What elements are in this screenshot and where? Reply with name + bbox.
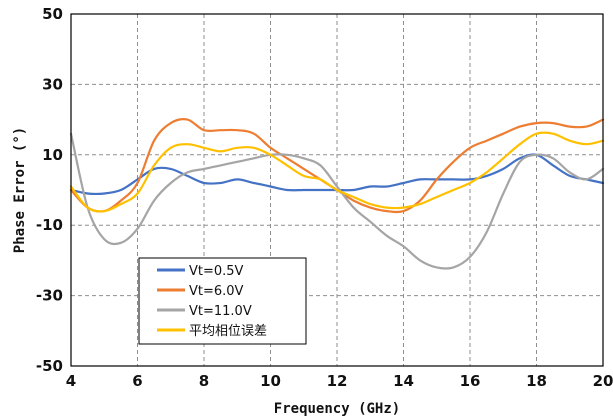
y-tick-label: -10	[36, 216, 63, 234]
plot-frame	[70, 13, 604, 367]
x-tick-label: 20	[593, 372, 613, 390]
x-tick-label: 6	[132, 372, 142, 390]
y-tick-label: 30	[42, 75, 63, 93]
legend: Vt=0.5V Vt=6.0V Vt=11.0V 平均相位误差	[138, 257, 307, 345]
legend-label: 平均相位误差	[189, 324, 267, 339]
series-line-vt-11-0v	[69, 132, 605, 270]
x-tick-label: 16	[460, 372, 481, 390]
y-tick-labels: -50 -30 -10 10 30 50	[36, 5, 63, 375]
y-tick-label: 50	[42, 5, 63, 23]
x-tick-label: 8	[199, 372, 209, 390]
x-tick-label: 4	[66, 372, 76, 390]
legend-label: Vt=0.5V	[189, 264, 244, 279]
grid	[71, 14, 603, 366]
legend-label: Vt=11.0V	[189, 304, 252, 319]
y-tick-label: 10	[42, 146, 63, 164]
x-tick-labels: 4 6 8 10 12 14 16 18 20	[66, 372, 613, 390]
x-tick-label: 14	[393, 372, 414, 390]
x-axis-title: Frequency (GHz)	[274, 401, 400, 417]
x-tick-label: 12	[327, 372, 348, 390]
y-tick-label: -50	[36, 357, 63, 375]
x-tick-label: 18	[526, 372, 547, 390]
legend-label: Vt=6.0V	[189, 284, 244, 299]
series-lines	[69, 118, 605, 270]
y-axis-title: Phase Error (°)	[12, 127, 28, 253]
series-line-average-phase-error	[69, 131, 605, 213]
y-tick-label: -30	[36, 287, 63, 305]
x-tick-label: 10	[260, 372, 281, 390]
